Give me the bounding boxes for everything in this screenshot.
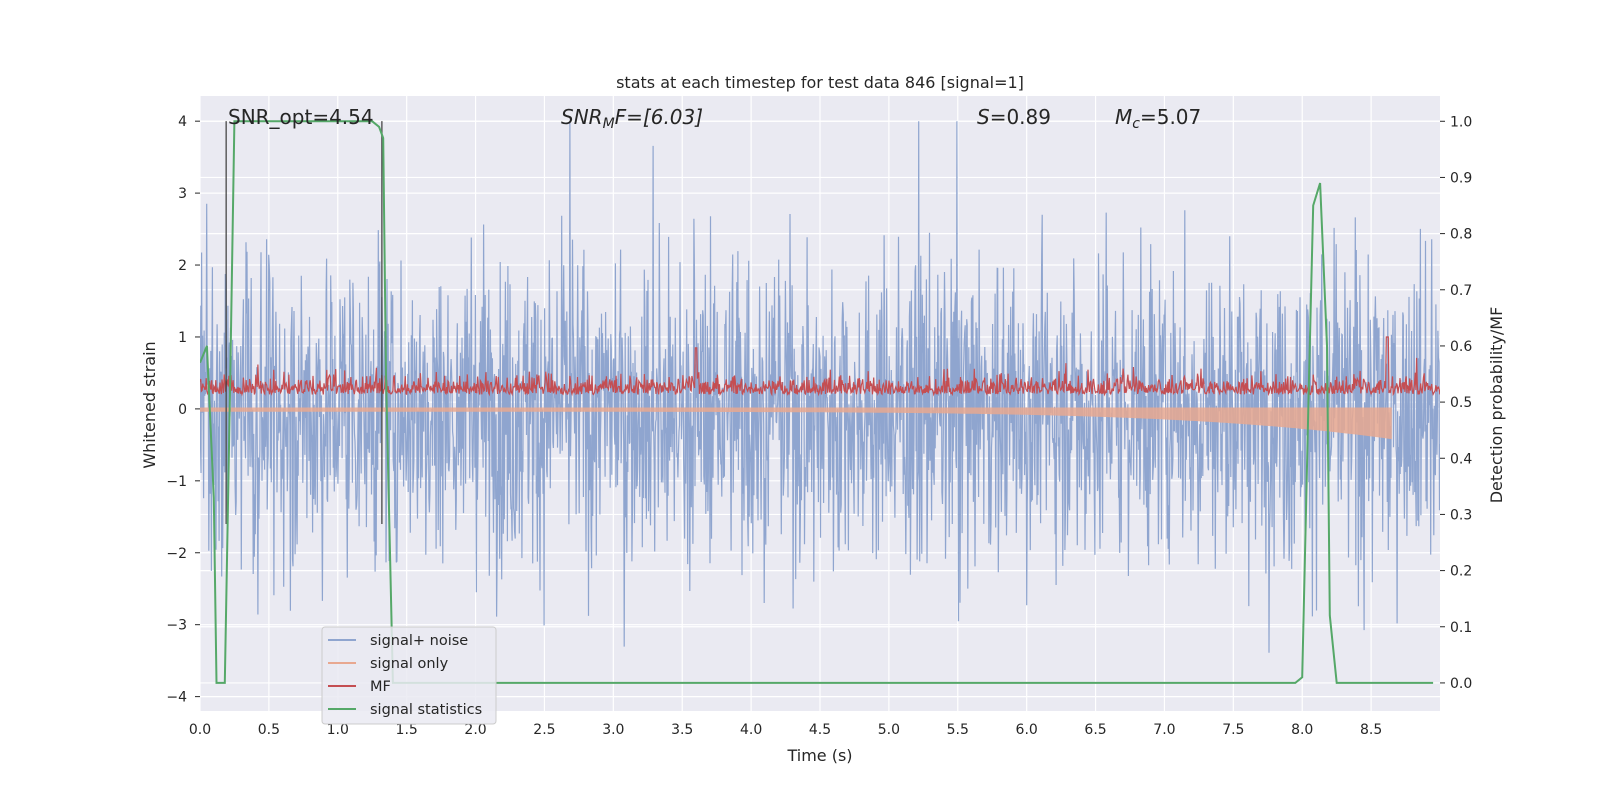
- x-tick-label: 2.0: [464, 722, 486, 738]
- x-tick-label: 6.0: [1016, 722, 1038, 738]
- y-axis-right-ticks: 0.0 0.1 0.2 0.3 0.4 0.5 0.6 0.7 0.8 0.9 1.0: [1440, 114, 1472, 692]
- x-tick-label: 8.0: [1291, 722, 1313, 738]
- legend-label-signal-only: signal only: [370, 656, 449, 672]
- y-right-tick-label: 0.8: [1450, 227, 1472, 243]
- legend: signal+ noise signal only MF signal stat…: [321, 626, 497, 725]
- y-right-tick-label: 0.3: [1450, 507, 1472, 523]
- legend-box: [321, 626, 497, 725]
- x-tick-label: 3.0: [602, 722, 624, 738]
- y-right-tick-label: 1.0: [1450, 114, 1472, 130]
- legend-label-mf: MF: [370, 679, 391, 695]
- y-right-tick-label: 0.2: [1450, 564, 1472, 580]
- x-tick-label: 4.0: [740, 722, 762, 738]
- y-right-tick-label: 0.5: [1450, 395, 1472, 411]
- y-axis-left-ticks: −4 −3 −2 −1 0 1 2 3 4: [166, 114, 200, 706]
- x-tick-label: 5.5: [947, 722, 969, 738]
- y-left-tick-label: 2: [178, 258, 187, 274]
- annotation-snr-mf: SNRMF=[6.03]: [561, 105, 703, 132]
- y-left-tick-label: −4: [166, 690, 187, 706]
- y-left-tick-label: −1: [166, 474, 187, 490]
- y-right-tick-label: 0.7: [1450, 283, 1472, 299]
- series-signal-only: [200, 407, 1392, 440]
- x-axis-label: Time (s): [786, 746, 852, 765]
- y-axis-left-label: Whitened strain: [140, 341, 159, 468]
- y-left-tick-label: −2: [166, 546, 187, 562]
- chart-title: stats at each timestep for test data 846…: [616, 73, 1024, 92]
- y-left-tick-label: −3: [166, 618, 187, 634]
- x-tick-label: 5.0: [878, 722, 900, 738]
- annotation-mc: Mc=5.07: [1115, 105, 1201, 132]
- x-tick-label: 4.5: [809, 722, 831, 738]
- annotation-snr-opt: SNR_opt=4.54: [228, 105, 374, 129]
- x-tick-label: 1.5: [396, 722, 418, 738]
- x-tick-label: 0.5: [258, 722, 280, 738]
- series-signal-statistics: [200, 120, 1434, 684]
- x-tick-label: 8.5: [1360, 722, 1382, 738]
- y-left-tick-label: 3: [178, 186, 187, 202]
- y-left-tick-label: 0: [178, 402, 187, 418]
- y-right-tick-label: 0.0: [1450, 676, 1472, 692]
- x-tick-label: 1.0: [327, 722, 349, 738]
- x-tick-label: 7.5: [1222, 722, 1244, 738]
- y-right-tick-label: 0.9: [1450, 170, 1472, 186]
- y-axis-right-label: Detection probability/MF: [1487, 307, 1506, 504]
- x-tick-label: 6.5: [1084, 722, 1106, 738]
- plot-area: [200, 120, 1440, 684]
- y-right-tick-label: 0.6: [1450, 339, 1472, 355]
- x-axis-ticks: 0.0 0.5 1.0 1.5 2.0 2.5 3.0 3.5 4.0 4.5 5.0 5.5 6.0 6…: [189, 722, 1382, 738]
- legend-label-signal-statistics: signal statistics: [370, 702, 482, 718]
- x-tick-label: 7.0: [1153, 722, 1175, 738]
- series-signal-noise: [200, 121, 1440, 653]
- y-left-tick-label: 1: [178, 330, 187, 346]
- series-mf: [200, 336, 1440, 397]
- x-tick-label: 3.5: [671, 722, 693, 738]
- x-tick-label: 0.0: [189, 722, 211, 738]
- y-right-tick-label: 0.4: [1450, 451, 1472, 467]
- annotation-s: S=0.89: [977, 105, 1051, 129]
- x-tick-label: 2.5: [533, 722, 555, 738]
- legend-label-signal-noise: signal+ noise: [370, 633, 468, 649]
- y-left-tick-label: 4: [178, 114, 187, 130]
- y-right-tick-label: 0.1: [1450, 620, 1472, 636]
